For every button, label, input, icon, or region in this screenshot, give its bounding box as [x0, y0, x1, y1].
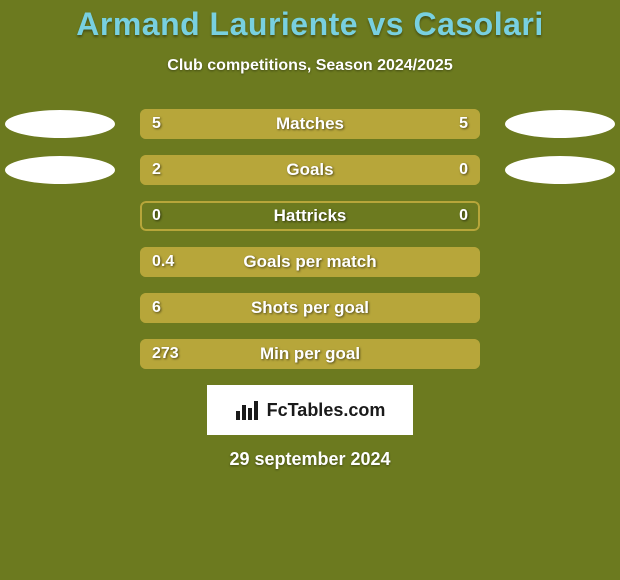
- metric-value-left: 273: [152, 339, 179, 369]
- metric-row: Min per goal273: [0, 339, 620, 369]
- bar-track: [140, 293, 480, 323]
- metric-value-left: 0.4: [152, 247, 174, 277]
- player1-name: Armand Lauriente: [76, 6, 358, 42]
- bar-left-fill: [140, 109, 310, 139]
- bar-track: [140, 155, 480, 185]
- bar-track: [140, 201, 480, 231]
- bar-left-fill: [140, 247, 480, 277]
- metric-value-right: 0: [459, 201, 468, 231]
- metric-row: Matches55: [0, 109, 620, 139]
- metric-value-left: 0: [152, 201, 161, 231]
- subtitle: Club competitions, Season 2024/2025: [0, 57, 620, 75]
- player1-marker: [5, 110, 115, 138]
- player1-marker: [5, 156, 115, 184]
- bar-left-fill: [140, 339, 480, 369]
- metric-rows: Matches55Goals20Hattricks00Goals per mat…: [0, 109, 620, 369]
- bar-track: [140, 109, 480, 139]
- bar-track: [140, 247, 480, 277]
- title-vs: vs: [367, 6, 404, 42]
- player2-name: Casolari: [413, 6, 543, 42]
- logo-text: FcTables.com: [267, 400, 386, 421]
- metric-value-right: 0: [459, 155, 468, 185]
- fctables-bars-icon: [235, 399, 261, 421]
- metric-row: Hattricks00: [0, 201, 620, 231]
- player2-marker: [505, 156, 615, 184]
- metric-value-right: 5: [459, 109, 468, 139]
- metric-row: Goals20: [0, 155, 620, 185]
- bar-left-fill: [140, 155, 398, 185]
- metric-value-left: 2: [152, 155, 161, 185]
- metric-row: Goals per match0.4: [0, 247, 620, 277]
- comparison-infographic: Armand Lauriente vs Casolari Club compet…: [0, 0, 620, 580]
- bar-track: [140, 339, 480, 369]
- bar-border: [140, 201, 480, 231]
- player2-marker: [505, 110, 615, 138]
- metric-value-left: 6: [152, 293, 161, 323]
- metric-value-left: 5: [152, 109, 161, 139]
- logo-box: FcTables.com: [207, 385, 413, 435]
- metric-row: Shots per goal6: [0, 293, 620, 323]
- date-text: 29 september 2024: [0, 449, 620, 470]
- bar-left-fill: [140, 293, 480, 323]
- page-title: Armand Lauriente vs Casolari: [0, 0, 620, 43]
- bar-right-fill: [310, 109, 480, 139]
